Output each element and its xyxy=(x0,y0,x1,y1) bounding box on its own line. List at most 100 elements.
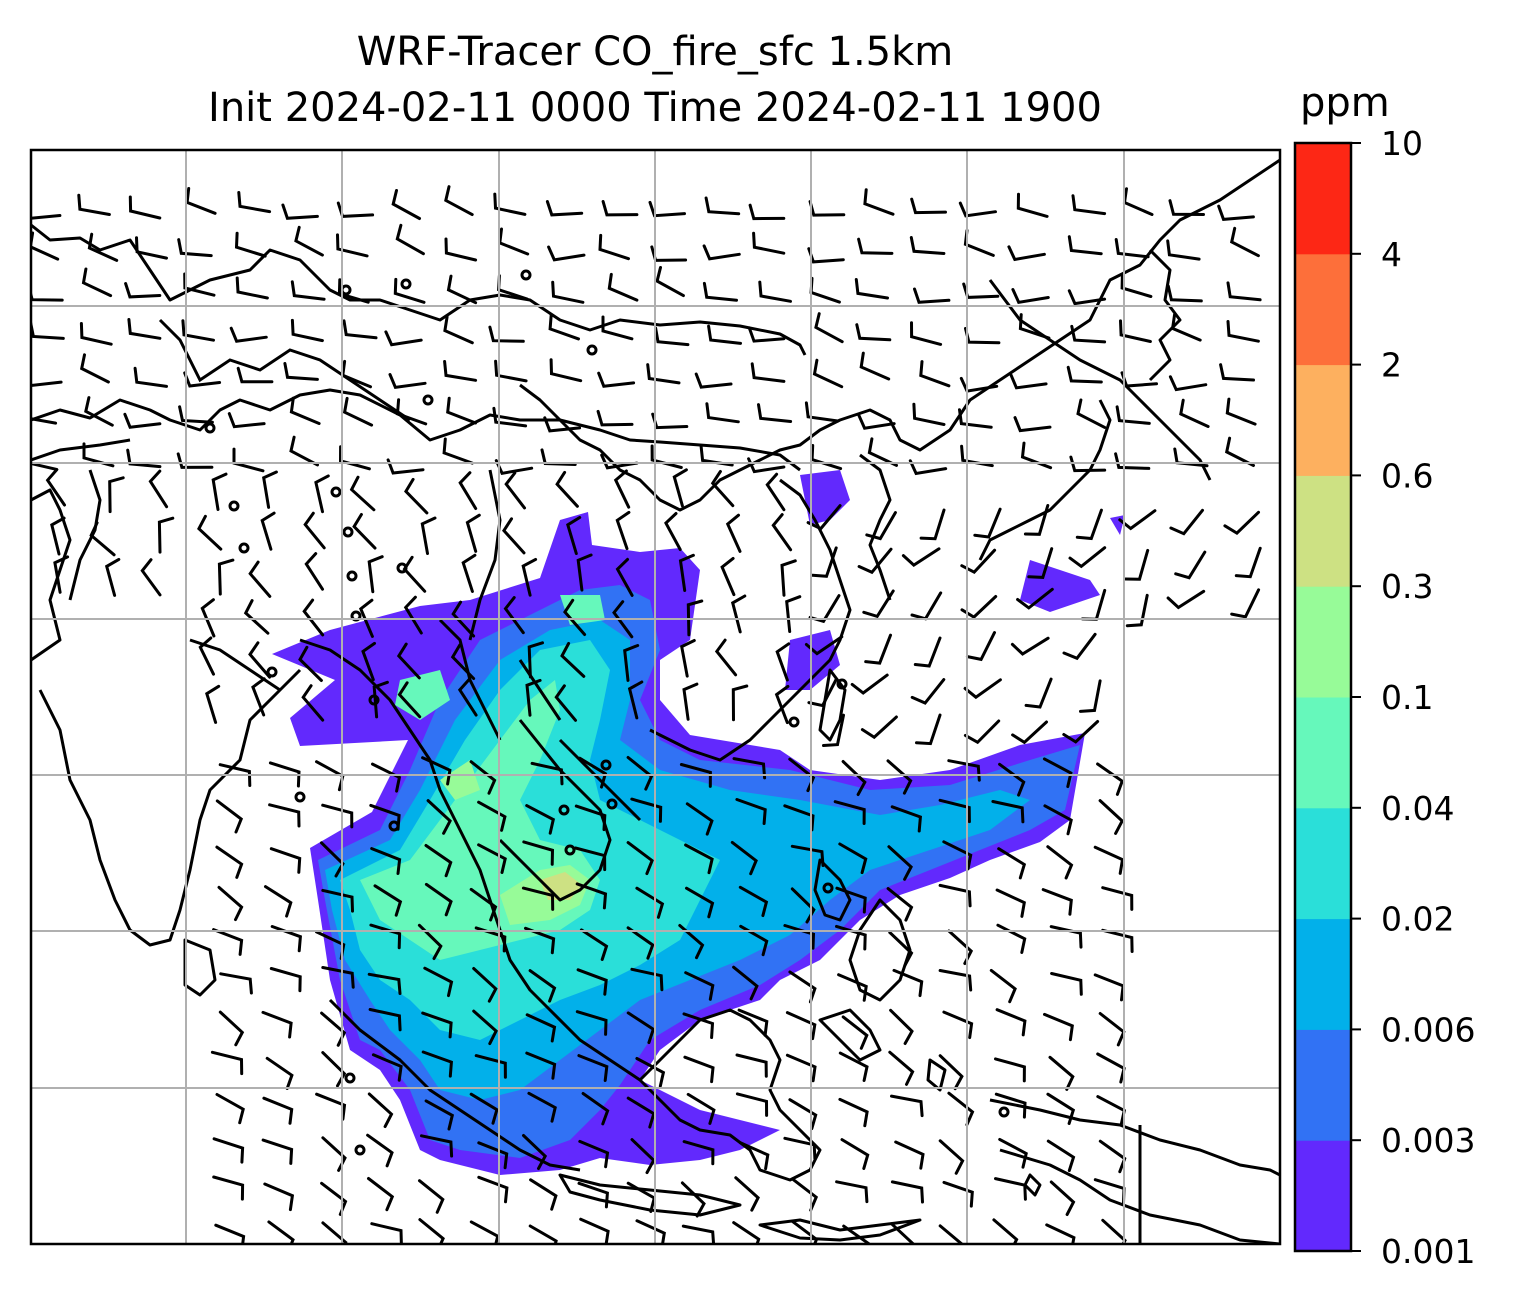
wind-barb xyxy=(503,596,525,635)
wind-barb xyxy=(522,1134,548,1170)
wind-barb xyxy=(388,373,427,390)
wind-barb xyxy=(683,1055,715,1084)
wind-barb xyxy=(680,639,696,678)
wind-barb xyxy=(268,803,301,828)
wind-barbs xyxy=(31,185,1262,1244)
wind-barb xyxy=(367,555,384,594)
wind-barb xyxy=(785,1011,817,1041)
wind-barb xyxy=(682,1140,715,1166)
wind-barb xyxy=(864,633,892,665)
wind-barb xyxy=(504,471,526,510)
wind-barb xyxy=(601,315,634,341)
wind-barb xyxy=(635,1219,666,1244)
colorbar-tick-label: 0.1 xyxy=(1381,678,1433,717)
wind-barb xyxy=(664,512,682,551)
wind-barb xyxy=(264,885,293,918)
wind-barb xyxy=(1114,452,1151,470)
wind-barb xyxy=(790,844,825,867)
wind-barb xyxy=(994,1057,1026,1083)
colorbar-tick-label: 0.6 xyxy=(1381,456,1433,495)
wind-barb xyxy=(545,200,584,217)
wind-barb xyxy=(1226,320,1260,343)
wind-barb xyxy=(371,762,402,793)
wind-barb xyxy=(804,635,844,656)
wind-barb xyxy=(892,968,924,998)
wind-barb xyxy=(938,883,972,908)
colorbar-tick-label: 0.02 xyxy=(1381,900,1454,939)
wind-barb xyxy=(850,673,889,695)
gridlines xyxy=(31,150,1280,1244)
wind-barb xyxy=(910,678,946,705)
wind-barb xyxy=(1013,416,1052,433)
wind-barb xyxy=(1101,928,1134,953)
wind-barb xyxy=(469,887,498,922)
wind-barb xyxy=(811,546,838,578)
wind-barb xyxy=(31,461,59,471)
wind-barb xyxy=(124,282,162,299)
wind-barb xyxy=(857,413,896,430)
wind-barb xyxy=(404,477,429,515)
wind-barb xyxy=(960,595,998,619)
wind-barb xyxy=(384,330,423,347)
wind-barb xyxy=(336,233,369,258)
wind-barb xyxy=(421,1050,453,1078)
wind-barb xyxy=(576,968,608,996)
wind-barb xyxy=(548,313,580,341)
wind-barb xyxy=(135,236,168,260)
wind-barb xyxy=(393,277,426,304)
colorbar-units: ppm xyxy=(1300,80,1390,126)
wind-barb xyxy=(261,1010,293,1039)
wind-barb xyxy=(369,923,402,950)
wind-barb xyxy=(835,886,867,914)
wind-barb xyxy=(554,684,577,722)
wind-barb xyxy=(262,470,278,509)
wind-barb xyxy=(958,201,997,218)
wind-barb xyxy=(321,1221,348,1244)
wind-barb xyxy=(890,1180,924,1204)
wind-barb xyxy=(1043,1012,1074,1042)
wind-barb xyxy=(525,1013,557,1043)
wind-barb xyxy=(420,1134,454,1158)
wind-barb xyxy=(289,396,321,425)
wind-barb xyxy=(579,1217,610,1244)
wind-barb xyxy=(127,318,162,340)
wind-barb xyxy=(758,280,792,303)
wind-barb xyxy=(314,474,330,514)
wind-barb xyxy=(735,1092,769,1117)
wind-barb xyxy=(938,1139,965,1175)
wind-barb xyxy=(646,363,681,385)
wind-barb xyxy=(735,1053,768,1078)
wind-barb xyxy=(973,507,1002,539)
wind-barb xyxy=(840,1138,870,1170)
colorbar-block-2 xyxy=(1295,253,1351,366)
wind-barb xyxy=(423,966,454,998)
wind-barb xyxy=(684,971,715,1001)
wind-barb xyxy=(79,322,113,346)
colorbar-block-0.003 xyxy=(1295,1029,1351,1141)
wind-barb xyxy=(1045,1223,1076,1244)
wind-barb xyxy=(1046,1139,1076,1173)
wind-barb xyxy=(338,445,371,471)
wind-barb xyxy=(788,1098,818,1131)
wind-barb xyxy=(814,312,844,344)
colorbar-block-4 xyxy=(1295,143,1351,255)
wind-barb xyxy=(894,1140,925,1170)
wind-barb xyxy=(349,475,376,512)
wind-barb xyxy=(1011,720,1048,745)
wind-barb xyxy=(774,684,790,725)
wind-barb xyxy=(372,680,389,719)
wind-barb xyxy=(525,804,556,835)
colorbar-blocks xyxy=(1295,143,1351,1252)
wind-barb xyxy=(765,472,786,512)
wind-barb xyxy=(841,1015,869,1050)
wind-barb xyxy=(678,553,695,592)
wind-barb xyxy=(655,266,685,298)
wind-barb xyxy=(750,362,786,383)
wind-barb xyxy=(623,644,640,682)
wind-barb xyxy=(45,468,66,507)
wind-barb xyxy=(783,1136,817,1161)
colorbar-tick-label: 4 xyxy=(1381,235,1402,274)
wind-barb xyxy=(747,326,786,343)
wind-barb xyxy=(734,1176,760,1212)
